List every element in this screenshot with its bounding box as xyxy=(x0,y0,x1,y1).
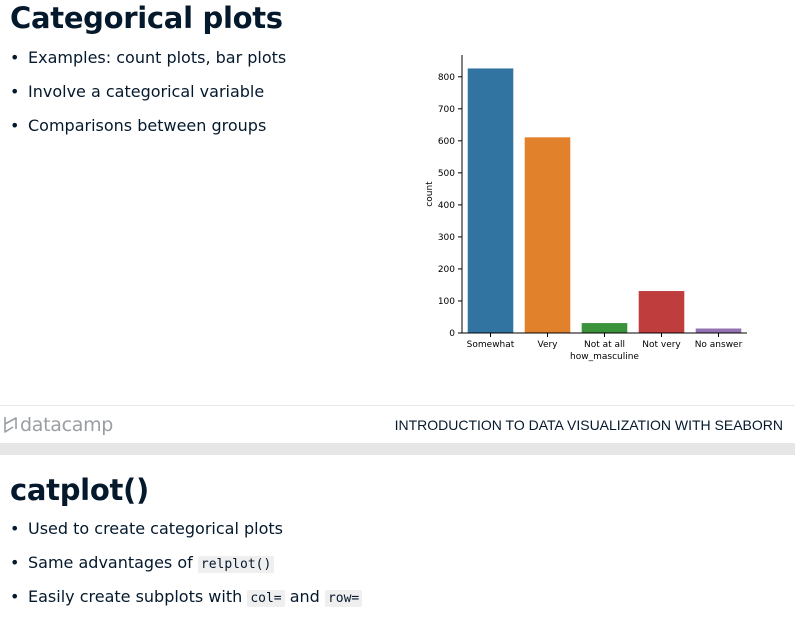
datacamp-logo-icon xyxy=(4,417,17,433)
bullet-text-and: and xyxy=(289,587,320,606)
logo-wordmark: datacamp xyxy=(20,414,114,436)
bullet-item: Same advantages of relplot() xyxy=(10,555,362,589)
x-tick-label: No answer xyxy=(695,340,743,350)
code-row: row= xyxy=(324,590,363,607)
bullet-item: Used to create categorical plots xyxy=(10,521,362,555)
bullet-item: Examples: count plots, bar plots xyxy=(10,50,286,84)
y-tick-label: 100 xyxy=(438,297,455,307)
y-tick-label: 500 xyxy=(438,169,455,179)
slide-catplot: catplot() Used to create categorical plo… xyxy=(0,455,795,613)
bullet-list: Examples: count plots, bar plots Involve… xyxy=(10,50,286,152)
x-tick-label: Somewhat xyxy=(467,340,515,350)
bullet-item: Comparisons between groups xyxy=(10,118,286,152)
x-tick-label: Not at all xyxy=(584,340,625,350)
bar-somewhat xyxy=(467,68,514,334)
x-tick-label: Not very xyxy=(642,340,681,350)
bar-not-very xyxy=(638,291,685,333)
bar-not-at-all xyxy=(581,323,628,333)
y-tick-label: 200 xyxy=(438,265,455,275)
y-tick-label: 0 xyxy=(449,329,455,339)
y-axis-title: count xyxy=(425,181,435,207)
y-tick-label: 600 xyxy=(438,137,455,147)
bullet-list: Used to create categorical plots Same ad… xyxy=(10,521,363,623)
bar-very xyxy=(524,137,571,333)
code-relplot: relplot() xyxy=(197,556,275,573)
y-tick-label: 300 xyxy=(438,233,455,243)
bullet-text: Same advantages of xyxy=(28,553,193,572)
datacamp-logo: datacamp xyxy=(2,414,113,436)
bar-no-answer xyxy=(695,328,742,333)
bullet-text: Easily create subplots with xyxy=(28,587,243,606)
x-axis-title: how_masculine xyxy=(570,352,639,362)
y-tick-label: 400 xyxy=(438,201,455,211)
bullet-item: Involve a categorical variable xyxy=(10,84,286,118)
slide-footer: datacamp INTRODUCTION TO DATA VISUALIZAT… xyxy=(0,405,795,444)
x-tick-label: Very xyxy=(537,340,558,350)
code-col: col= xyxy=(247,590,285,607)
course-title: INTRODUCTION TO DATA VISUALIZATION WITH … xyxy=(394,417,783,433)
slide-divider xyxy=(0,443,795,455)
slide-title: catplot() xyxy=(10,473,149,507)
bullet-text: Used to create categorical plots xyxy=(28,519,283,538)
bullet-item: Easily create subplots with col= and row… xyxy=(10,587,363,623)
count-plot: 0 100 200 300 400 500 600 700 800 Somewhat Very Not… xyxy=(425,55,747,362)
slide-categorical-plots: Categorical plots Examples: count plots,… xyxy=(0,0,795,405)
y-tick-label: 700 xyxy=(438,105,455,115)
slide-title: Categorical plots xyxy=(10,1,283,35)
y-tick-label: 800 xyxy=(438,73,455,83)
